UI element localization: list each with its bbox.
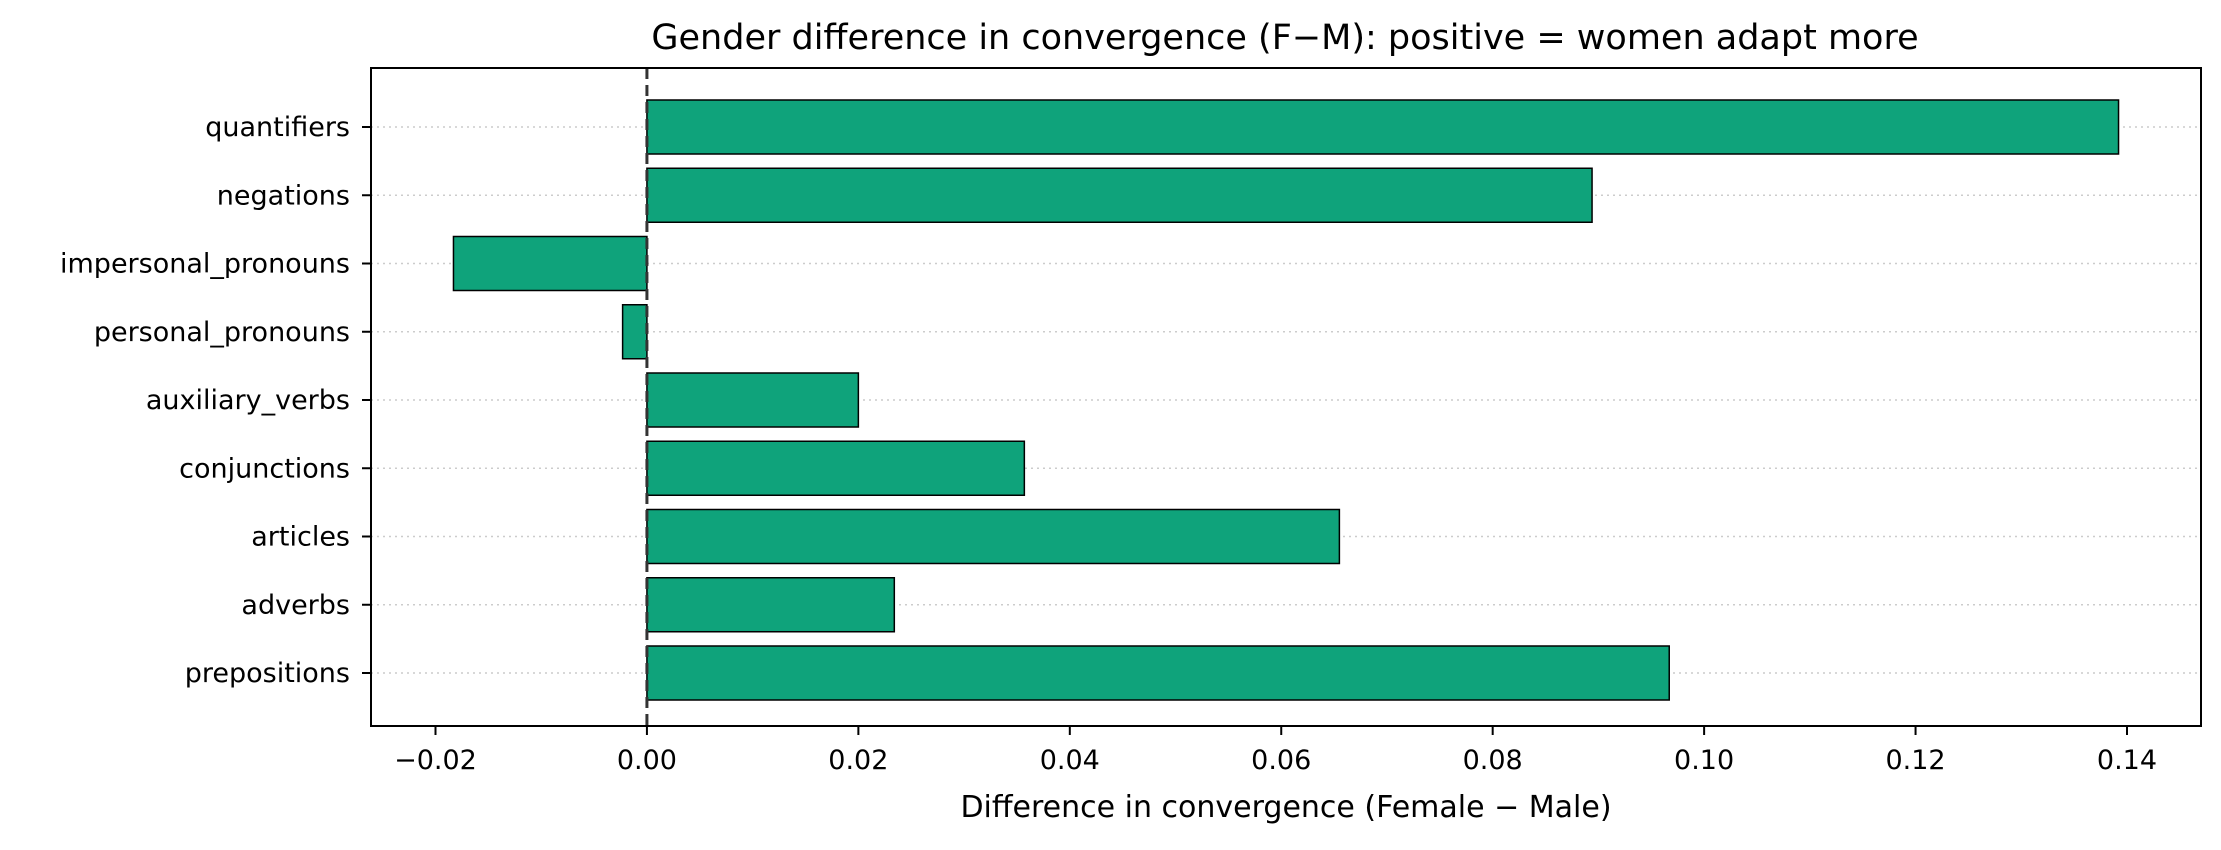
bar-articles [646, 508, 1341, 565]
bar-conjunctions [646, 440, 1026, 496]
x-tick-label: 0.06 [1251, 745, 1311, 776]
bar-negations [646, 167, 1593, 223]
x-axis-label: Difference in convergence (Female − Male… [960, 790, 1611, 825]
x-tick-label: 0.10 [1674, 745, 1734, 776]
chart-title: Gender difference in convergence (F−M): … [651, 18, 1918, 58]
y-tick-label: negations [217, 180, 350, 211]
axes-frame [370, 67, 2202, 727]
bar-prepositions [646, 645, 1670, 701]
x-tick-label: 0.14 [2097, 745, 2157, 776]
x-tick-label: 0.12 [1885, 745, 1945, 776]
y-tick-label: auxiliary_verbs [146, 385, 350, 416]
y-tick-label: quantifiers [205, 112, 350, 143]
y-tick-label: adverbs [241, 590, 350, 621]
y-tick-label: prepositions [185, 658, 350, 689]
x-tick-label: 0.04 [1040, 745, 1100, 776]
y-tick-label: articles [251, 522, 350, 553]
y-tick-label: conjunctions [179, 453, 350, 484]
y-tick-label: personal_pronouns [94, 317, 350, 348]
y-tick-label: impersonal_pronouns [60, 249, 350, 280]
bar-impersonal-pronouns [452, 235, 648, 292]
bars [452, 99, 2120, 701]
y-axis: quantifiers negations impersonal_pronounsp… [60, 112, 371, 689]
bar-personal-pronouns [621, 304, 648, 360]
x-axis: −0.02 0.00 0.02 0.04 0.06 0.08 0.10 0.12 0.14 [394, 726, 2157, 776]
bar-adverbs [646, 577, 896, 633]
x-tick-label: −0.02 [394, 745, 477, 776]
bar-quantifiers [646, 99, 2120, 155]
x-tick-label: 0.02 [828, 745, 888, 776]
x-tick-label: 0.00 [617, 745, 677, 776]
x-tick-label: 0.08 [1463, 745, 1523, 776]
bar-auxiliary-verbs [646, 372, 860, 428]
